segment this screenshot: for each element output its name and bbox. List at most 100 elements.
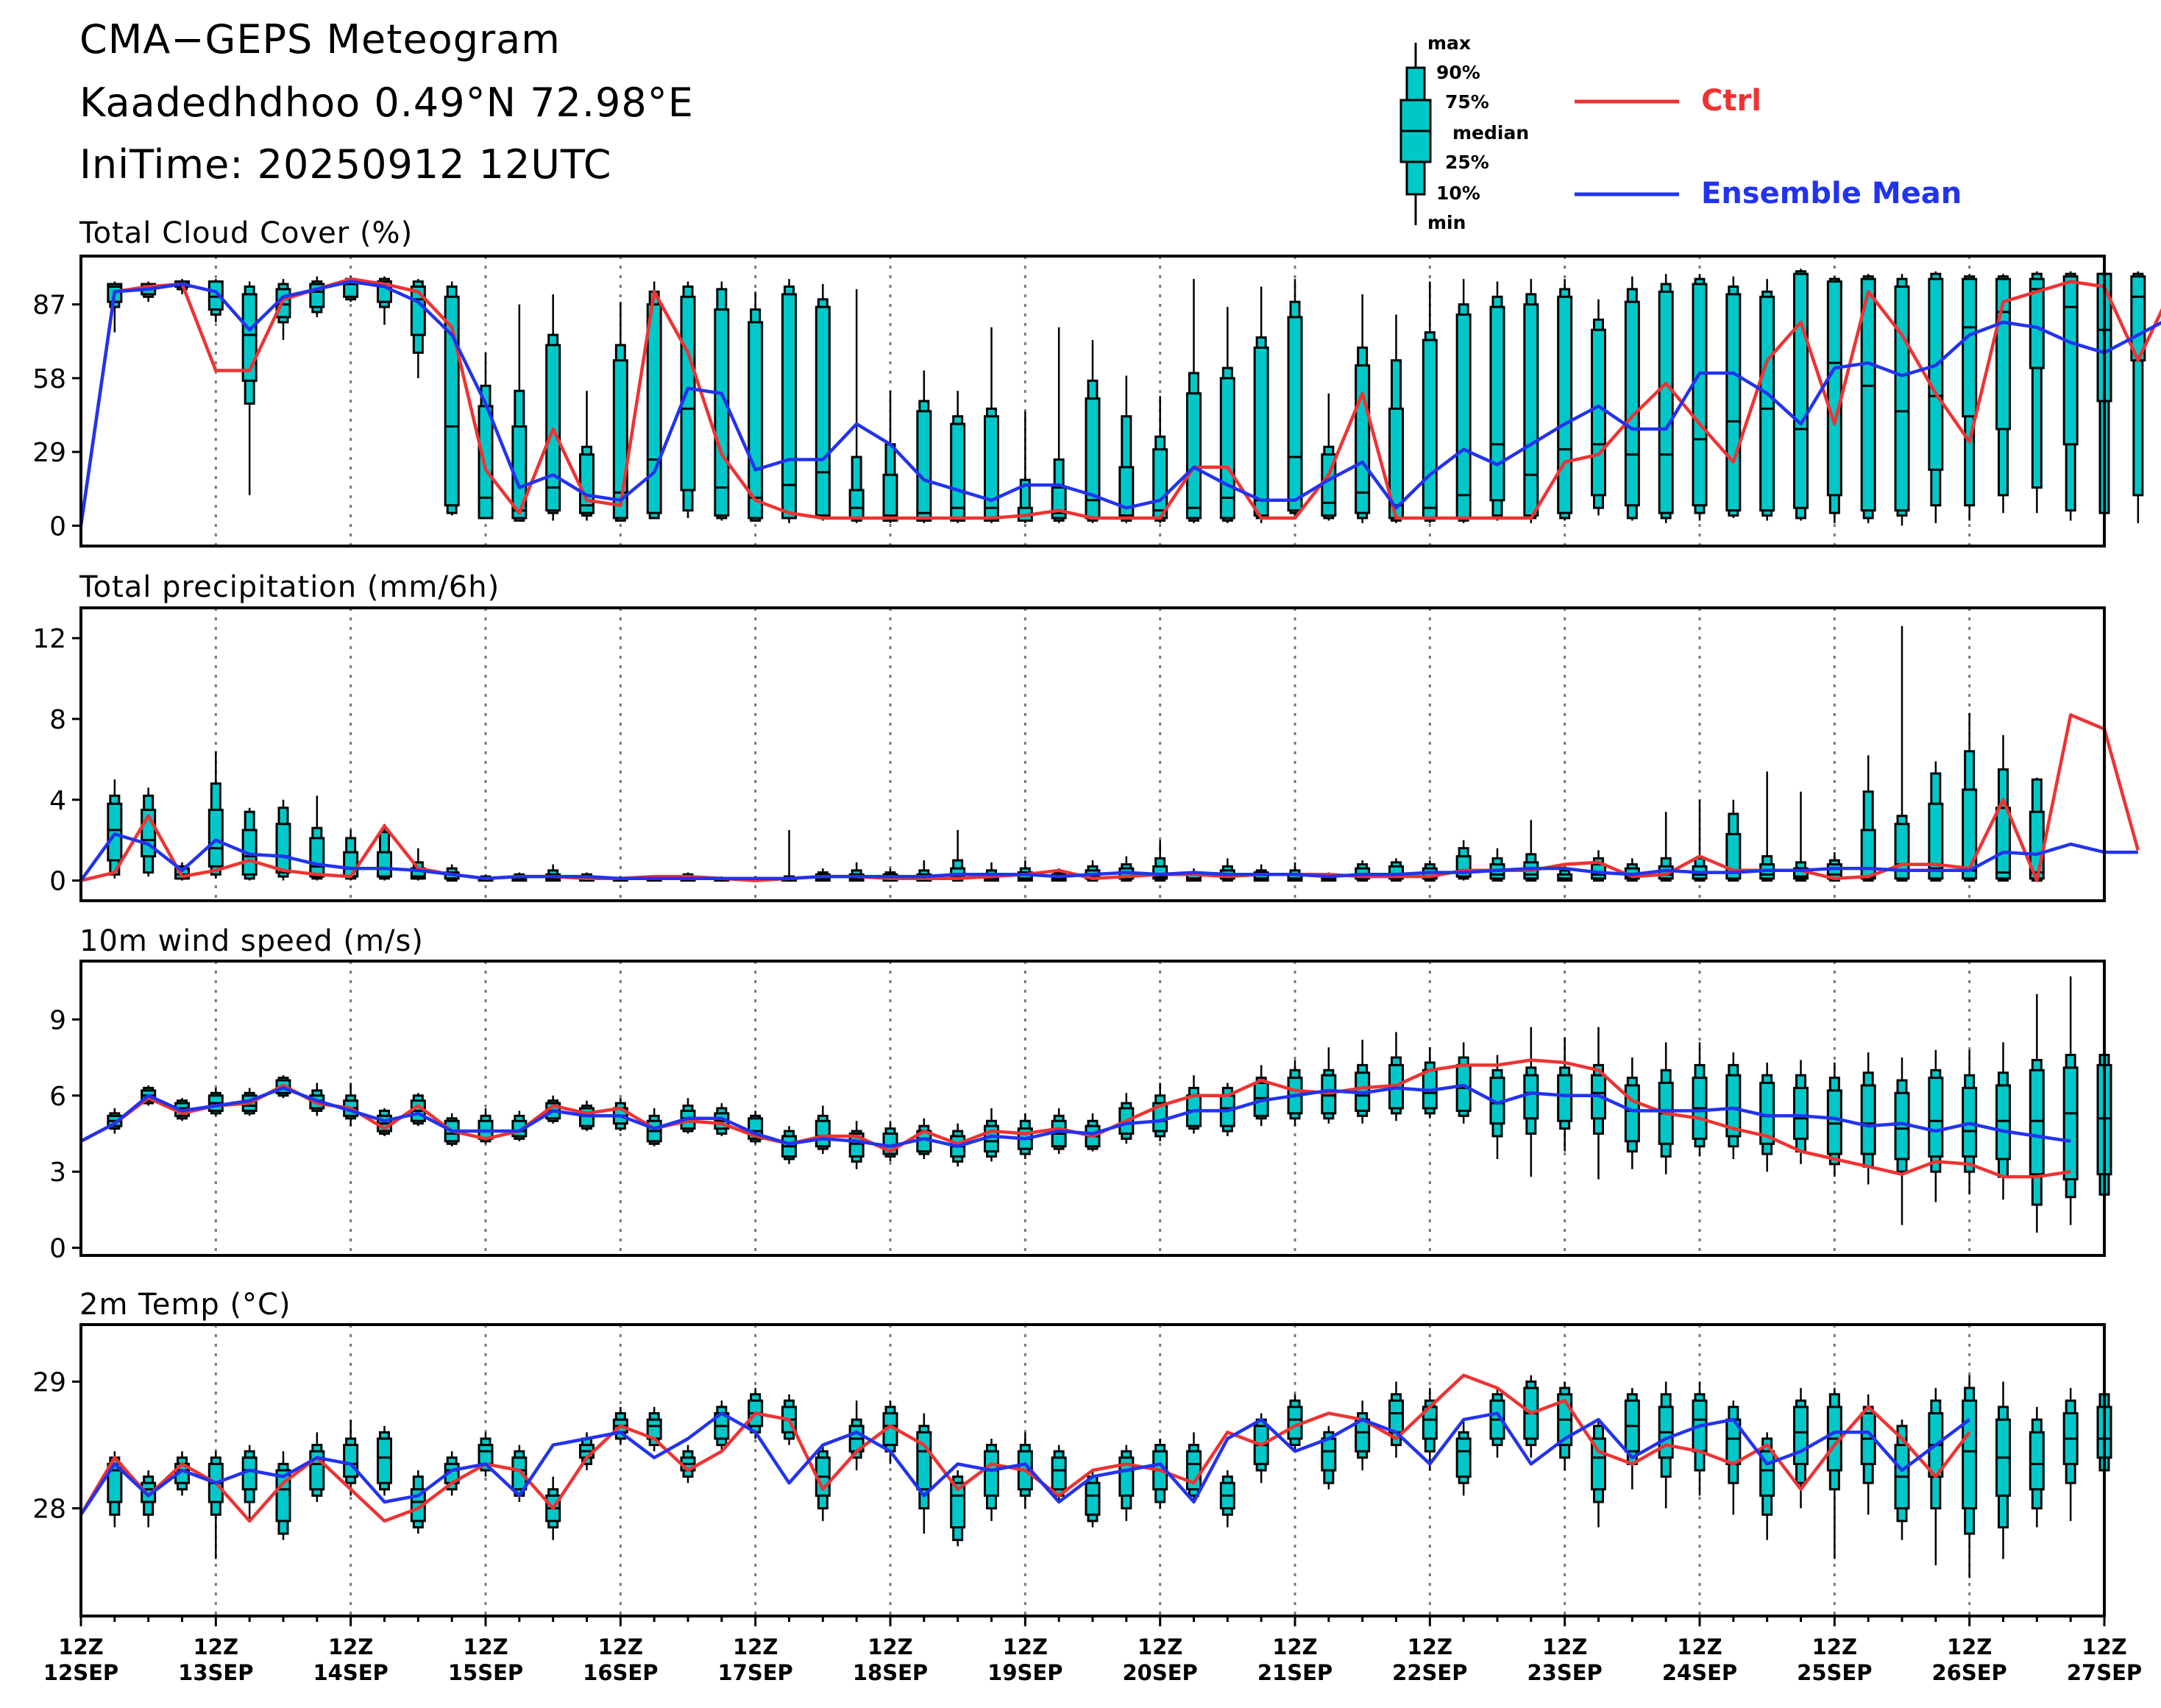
ensemble-box bbox=[1287, 279, 1303, 518]
ensemble-box bbox=[141, 1470, 157, 1528]
ensemble-box bbox=[815, 284, 831, 521]
ensemble-box bbox=[343, 276, 359, 302]
x-tick-date-label: 18SEP bbox=[853, 1660, 928, 1685]
box-inner bbox=[882, 473, 898, 522]
box-inner bbox=[1692, 283, 1708, 507]
ensemble-box bbox=[1759, 279, 1775, 521]
x-tick-date-label: 26SEP bbox=[1932, 1660, 2007, 1685]
box-inner bbox=[1860, 829, 1876, 880]
box-inner bbox=[1287, 316, 1303, 512]
ensemble-box bbox=[1624, 276, 1640, 521]
x-tick-date-label: 22SEP bbox=[1392, 1660, 1467, 1685]
ensemble-box bbox=[748, 291, 764, 522]
box-inner bbox=[1928, 277, 1944, 471]
box-inner bbox=[984, 415, 999, 522]
x-tick-date-label: 17SEP bbox=[718, 1660, 793, 1685]
box-inner bbox=[680, 295, 696, 492]
box-inner bbox=[646, 303, 662, 514]
ensemble-box bbox=[478, 1432, 494, 1477]
ensemble-box bbox=[1186, 279, 1202, 523]
ensemble-box bbox=[1455, 1420, 1472, 1496]
ensemble-box bbox=[1287, 1060, 1303, 1127]
box-inner bbox=[1725, 1074, 1742, 1138]
ensemble-box bbox=[1321, 393, 1337, 521]
x-tick-date-label: 23SEP bbox=[1527, 1660, 1603, 1685]
ensemble-box bbox=[781, 279, 797, 523]
box-inner bbox=[714, 308, 730, 517]
x-tick-time-label: 12Z bbox=[463, 1634, 508, 1659]
x-tick-date-label: 20SEP bbox=[1123, 1660, 1198, 1685]
box-inner bbox=[1489, 305, 1505, 502]
box-inner bbox=[275, 823, 291, 874]
ensemble-box bbox=[1591, 1027, 1606, 1180]
box-inner bbox=[377, 1437, 392, 1484]
x-tick-date-label: 21SEP bbox=[1257, 1660, 1333, 1685]
y-tick-label: 58 bbox=[32, 364, 66, 394]
ensemble-box bbox=[1455, 1042, 1472, 1124]
panel-frame bbox=[79, 255, 2106, 548]
ensemble-box bbox=[1321, 1425, 1337, 1489]
legend-p75-label: 75% bbox=[1445, 91, 1489, 113]
box-inner bbox=[1793, 1086, 1809, 1140]
ensemble-box bbox=[207, 279, 224, 322]
legend-p90-label: 90% bbox=[1436, 62, 1480, 83]
ensemble-box bbox=[1692, 1042, 1708, 1157]
box-inner bbox=[1051, 1456, 1067, 1491]
box-inner bbox=[1152, 448, 1168, 520]
box-inner bbox=[1523, 303, 1539, 517]
panel-3: 28 29 bbox=[32, 1323, 2112, 1617]
ensemble-box bbox=[2029, 271, 2045, 514]
y-tick-label: 0 bbox=[49, 1234, 66, 1264]
ensemble-box bbox=[1455, 279, 1472, 523]
x-tick-time-label: 12Z bbox=[194, 1634, 238, 1659]
ensemble-box bbox=[950, 391, 966, 523]
ensemble-mean-line bbox=[79, 1083, 2071, 1148]
y-tick-label: 0 bbox=[49, 511, 66, 542]
ensemble-box bbox=[1557, 1037, 1573, 1152]
ensemble-box bbox=[848, 1121, 865, 1169]
box-inner bbox=[1355, 1418, 1371, 1453]
box-inner bbox=[511, 1456, 528, 1491]
ensemble-box bbox=[1085, 1470, 1101, 1528]
box-inner bbox=[1355, 364, 1371, 514]
box-inner bbox=[1118, 466, 1135, 520]
ensemble-box bbox=[1793, 1060, 1809, 1164]
box-inner bbox=[107, 802, 123, 862]
box-inner bbox=[1995, 1084, 2011, 1160]
ensemble-box bbox=[1017, 860, 1033, 882]
box-inner bbox=[950, 422, 966, 522]
ctrl-line bbox=[79, 1373, 1971, 1523]
ensemble-box bbox=[1557, 1381, 1573, 1470]
ensemble-box bbox=[1894, 274, 1910, 526]
box-inner bbox=[1894, 285, 1910, 512]
ensemble-box bbox=[2062, 976, 2079, 1225]
x-tick-date-label: 15SEP bbox=[448, 1660, 523, 1685]
ensemble-box bbox=[1894, 1057, 1910, 1225]
x-tick-time-label: 12Z bbox=[598, 1634, 643, 1659]
ensemble-box bbox=[882, 1400, 898, 1464]
y-tick-label: 9 bbox=[49, 1005, 66, 1035]
box-inner bbox=[1962, 788, 1978, 880]
x-tick-time-label: 12Z bbox=[1138, 1634, 1182, 1659]
panel-title-cloud: Total Cloud Cover (%) bbox=[79, 216, 414, 250]
ensemble-box bbox=[1051, 1445, 1067, 1503]
ensemble-box bbox=[1017, 411, 1033, 523]
ensemble-box bbox=[1826, 1062, 1842, 1177]
location-label: Kaadedhdhoo 0.49°N 72.98°E bbox=[79, 79, 694, 126]
ensemble-box bbox=[1928, 271, 1944, 523]
box-inner bbox=[1085, 1481, 1101, 1516]
box-inner bbox=[1455, 313, 1472, 520]
box-inner bbox=[2029, 277, 2045, 369]
box-inner bbox=[1725, 293, 1742, 512]
ensemble-box bbox=[207, 751, 224, 879]
ensemble-box bbox=[309, 276, 325, 317]
box-inner bbox=[1455, 1437, 1472, 1478]
ensemble-box bbox=[680, 281, 696, 518]
ensemble-box bbox=[1253, 1065, 1269, 1127]
box-inner bbox=[1388, 1399, 1404, 1434]
box-inner bbox=[815, 305, 831, 517]
init-time-label: IniTime: 20250912 12UTC bbox=[79, 141, 612, 188]
ensemble-box bbox=[1152, 1082, 1168, 1141]
ensemble-box bbox=[1591, 1420, 1606, 1528]
panel-frame bbox=[79, 606, 2106, 902]
